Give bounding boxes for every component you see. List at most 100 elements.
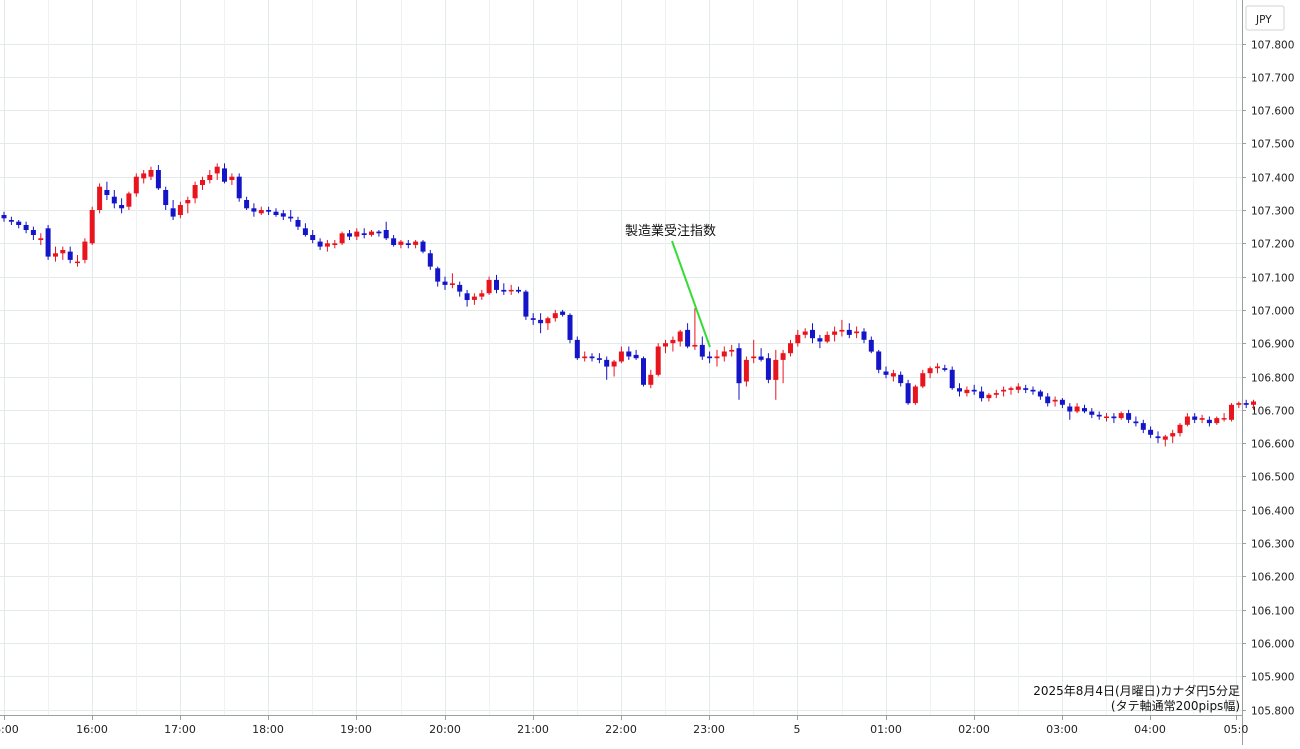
candle-up[interactable]: [486, 276, 492, 295]
candle-up[interactable]: [53, 246, 58, 262]
candle-down[interactable]: [516, 286, 521, 294]
candle-up[interactable]: [670, 336, 676, 352]
candle-down[interactable]: [361, 228, 367, 239]
candle-up[interactable]: [177, 201, 183, 219]
candle-up[interactable]: [1074, 403, 1080, 414]
candle-down[interactable]: [633, 349, 639, 360]
candle-up[interactable]: [192, 181, 198, 204]
candle-down[interactable]: [104, 181, 110, 200]
candle-up[interactable]: [1015, 383, 1021, 394]
candle-up[interactable]: [802, 328, 808, 339]
candle-down[interactable]: [1126, 409, 1132, 424]
candle-up[interactable]: [714, 349, 720, 367]
candle-down[interactable]: [883, 366, 889, 379]
candle-down[interactable]: [523, 289, 529, 320]
candle-up[interactable]: [832, 326, 838, 342]
candle-down[interactable]: [244, 196, 250, 210]
candle-down[interactable]: [1089, 408, 1095, 419]
candle-down[interactable]: [501, 283, 507, 295]
candle-down[interactable]: [604, 356, 610, 380]
candle-down[interactable]: [111, 190, 117, 209]
candle-up[interactable]: [332, 240, 338, 249]
candle-up[interactable]: [839, 319, 845, 337]
candle-down[interactable]: [280, 210, 286, 220]
candle-up[interactable]: [751, 339, 757, 364]
candle-up[interactable]: [354, 228, 360, 240]
candle-up[interactable]: [1001, 386, 1007, 397]
candle-down[interactable]: [317, 238, 323, 250]
candle-down[interactable]: [302, 223, 308, 237]
candle-down[interactable]: [1206, 416, 1212, 427]
candle-up[interactable]: [75, 255, 80, 267]
candle-down[interactable]: [155, 165, 161, 190]
candle-up[interactable]: [788, 339, 793, 357]
candle-down[interactable]: [420, 240, 426, 254]
candle-down[interactable]: [758, 348, 764, 362]
candle-up[interactable]: [1052, 396, 1058, 407]
candle-down[interactable]: [494, 274, 499, 294]
candle-up[interactable]: [449, 273, 455, 289]
candle-down[interactable]: [1096, 411, 1102, 420]
candle-down[interactable]: [1037, 389, 1043, 400]
candle-up[interactable]: [60, 246, 66, 260]
candle-down[interactable]: [310, 230, 316, 244]
candle-up[interactable]: [508, 284, 514, 295]
candle-down[interactable]: [67, 246, 73, 264]
candle-down[interactable]: [170, 200, 176, 220]
candle-up[interactable]: [692, 308, 698, 350]
candle-down[interactable]: [1023, 384, 1029, 394]
candle-up[interactable]: [721, 346, 727, 362]
candle-up[interactable]: [795, 329, 801, 347]
candle-down[interactable]: [810, 323, 815, 344]
candle-up[interactable]: [780, 349, 786, 384]
candle-up[interactable]: [912, 384, 918, 405]
candle-down[interactable]: [1045, 393, 1051, 407]
candle-up[interactable]: [207, 170, 213, 184]
candle-down[interactable]: [626, 346, 632, 360]
candle-down[interactable]: [457, 281, 463, 297]
candle-down[interactable]: [236, 173, 242, 202]
candle-down[interactable]: [1030, 386, 1036, 395]
candle-up[interactable]: [133, 173, 139, 197]
currency-badge[interactable]: [1245, 5, 1285, 31]
candle-down[interactable]: [957, 383, 962, 397]
candle-up[interactable]: [1214, 416, 1220, 425]
candle-down[interactable]: [45, 225, 51, 260]
candle-down[interactable]: [435, 266, 441, 287]
candle-up[interactable]: [1162, 434, 1168, 447]
candle-down[interactable]: [641, 356, 646, 387]
candle-up[interactable]: [324, 240, 330, 252]
candle-down[interactable]: [736, 343, 742, 400]
candle-up[interactable]: [618, 346, 624, 364]
candle-up[interactable]: [1170, 429, 1176, 444]
candle-up[interactable]: [729, 344, 735, 357]
candle-down[interactable]: [868, 336, 874, 354]
candle-up[interactable]: [663, 339, 668, 354]
candle-down[interactable]: [273, 208, 279, 217]
candle-down[interactable]: [1148, 426, 1154, 439]
candle-up[interactable]: [97, 183, 103, 214]
candle-down[interactable]: [685, 323, 691, 349]
candle-up[interactable]: [413, 240, 419, 249]
candle-down[interactable]: [589, 353, 595, 362]
candle-up[interactable]: [126, 191, 132, 210]
candle-up[interactable]: [854, 326, 860, 339]
candle-down[interactable]: [560, 309, 566, 317]
candle-down[interactable]: [530, 313, 536, 325]
candle-down[interactable]: [1155, 431, 1161, 444]
candle-down[interactable]: [1111, 413, 1117, 424]
candle-up[interactable]: [743, 356, 749, 387]
candle-down[interactable]: [222, 163, 227, 184]
candle-down[interactable]: [942, 364, 948, 372]
candle-down[interactable]: [949, 366, 955, 390]
candle-up[interactable]: [677, 329, 683, 347]
candle-up[interactable]: [552, 309, 558, 322]
candle-up[interactable]: [89, 206, 95, 245]
candle-down[interactable]: [1140, 419, 1146, 434]
candle-up[interactable]: [141, 170, 147, 184]
candle-up[interactable]: [258, 206, 264, 215]
candle-down[interactable]: [846, 323, 852, 339]
candle-down[interactable]: [1192, 413, 1198, 424]
candle-down[interactable]: [765, 353, 771, 384]
candle-up[interactable]: [545, 316, 551, 330]
